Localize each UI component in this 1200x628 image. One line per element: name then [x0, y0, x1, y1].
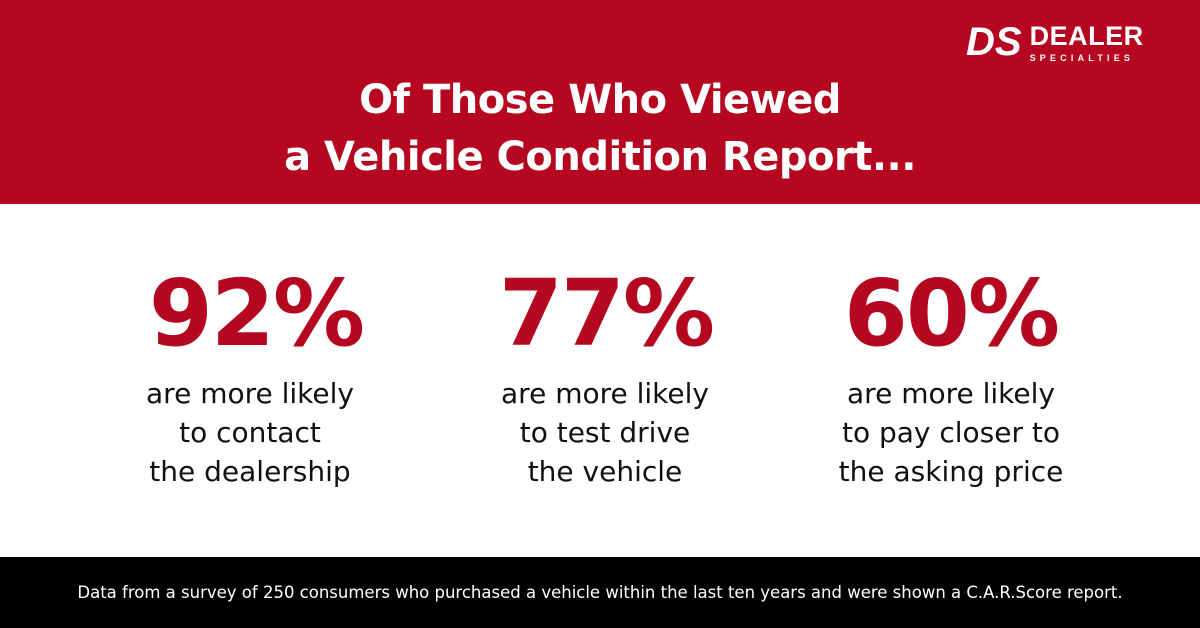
stat-contact: 92% are more likely to contact the deale… — [100, 258, 400, 491]
logo-subtitle: SPECIALTIES — [1029, 53, 1135, 63]
stat-line: are more likely — [146, 377, 354, 410]
stat-line: to test drive — [519, 416, 691, 449]
stat-value: 60% — [843, 260, 1060, 367]
stat-description: are more likely to contact the dealershi… — [100, 374, 400, 491]
logo-text: DEALER SPECIALTIES — [1030, 20, 1144, 64]
stat-description: are more likely to pay closer to the ask… — [801, 374, 1101, 491]
header-banner: DS DEALER SPECIALTIES Of Those Who Viewe… — [0, 0, 1200, 204]
stat-line: to pay closer to — [841, 416, 1061, 449]
headline: Of Those Who Viewed a Vehicle Condition … — [0, 72, 1200, 186]
stat-line: to contact — [179, 416, 321, 449]
stat-line: are more likely — [501, 377, 709, 410]
stat-line: are more likely — [847, 377, 1055, 410]
dealer-specialties-logo: DS DEALER SPECIALTIES — [966, 18, 1144, 66]
stat-line: the asking price — [838, 455, 1064, 488]
headline-line-2: a Vehicle Condition Report... — [284, 134, 916, 180]
headline-line-1: Of Those Who Viewed — [359, 77, 841, 123]
stat-test-drive: 77% are more likely to test drive the ve… — [455, 258, 755, 491]
stat-line: the vehicle — [527, 455, 683, 488]
stat-value: 77% — [498, 260, 715, 367]
footer-disclaimer: Data from a survey of 250 consumers who … — [0, 557, 1200, 628]
logo-name: DEALER — [1029, 21, 1144, 51]
logo-mark: DS — [966, 20, 1022, 64]
stat-asking-price: 60% are more likely to pay closer to the… — [801, 258, 1101, 491]
stat-line: the dealership — [149, 455, 351, 488]
stat-description: are more likely to test drive the vehicl… — [455, 374, 755, 491]
stat-value: 92% — [148, 260, 365, 367]
